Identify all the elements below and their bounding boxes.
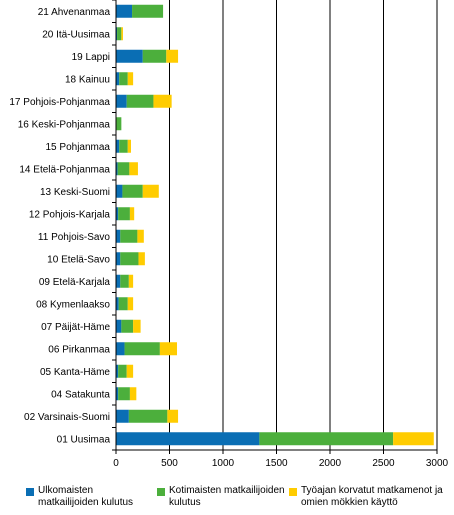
category-label: 02 Varsinais-Suomi [24, 412, 110, 423]
category-label: 07 Päijät-Häme [41, 322, 110, 333]
x-tick-label: 2500 [372, 458, 395, 469]
category-label: 05 Kanta-Häme [40, 367, 110, 378]
bar-14-series-1 [116, 297, 119, 311]
legend-swatch-work-cottage [289, 488, 297, 496]
bar-13-series-2 [120, 274, 129, 288]
bar-3-series-1 [116, 49, 143, 63]
bar-8-series-1 [116, 162, 118, 176]
bar-18-series-2 [118, 387, 130, 401]
bar-18-series-1 [116, 387, 119, 401]
category-label: 20 Itä-Uusimaa [42, 29, 110, 40]
category-label: 04 Satakunta [51, 389, 110, 400]
bar-10-series-3 [129, 207, 135, 221]
bar-14-series-3 [127, 297, 134, 311]
legend-label-work-cottage: Työajan korvatut matkamenot ja omien mök… [301, 485, 443, 508]
bar-7-series-3 [127, 139, 131, 153]
bar-4-series-2 [119, 72, 128, 86]
bar-3-series-2 [142, 49, 167, 63]
category-label: 14 Etelä-Pohjanmaa [19, 164, 110, 175]
category-label: 10 Etelä-Savo [47, 254, 110, 265]
legend-item-foreign: Ulkomaisten matkailijoiden kulutus [26, 485, 151, 509]
bar-19-series-3 [167, 409, 179, 423]
x-tick-label: 1000 [212, 458, 235, 469]
x-tick-label: 3000 [426, 458, 449, 469]
legend-label-foreign: Ulkomaisten matkailijoiden kulutus [38, 485, 134, 508]
bar-20-series-2 [259, 432, 394, 446]
bar-5-series-3 [153, 94, 172, 108]
category-label: 12 Pohjois-Karjala [29, 209, 111, 220]
legend-label-domestic: Kotimaisten matkailijoiden kulutus [169, 485, 285, 508]
bar-14-series-2 [118, 297, 128, 311]
legend-item-domestic: Kotimaisten matkailijoiden kulutus [157, 485, 287, 509]
bar-20-series-3 [393, 432, 434, 446]
bar-19-series-1 [116, 409, 129, 423]
bar-9-series-2 [122, 184, 143, 198]
bar-2-series-2 [117, 27, 122, 41]
bar-15-series-3 [133, 319, 141, 333]
bar-11-series-3 [137, 229, 144, 243]
bar-1-series-2 [132, 4, 164, 18]
category-label: 06 Pirkanmaa [48, 344, 110, 355]
bar-16-series-3 [159, 342, 177, 356]
x-tick-label: 0 [113, 458, 119, 469]
bar-9-series-1 [116, 184, 123, 198]
bar-18-series-3 [129, 387, 137, 401]
bar-9-series-3 [142, 184, 159, 198]
bar-12-series-1 [116, 252, 121, 266]
bar-15-series-1 [116, 319, 122, 333]
bar-2-series-1 [116, 27, 118, 41]
bar-17-series-3 [126, 364, 134, 378]
bar-8-series-3 [129, 162, 138, 176]
bar-6-series-2 [116, 117, 122, 131]
bar-5-series-1 [116, 94, 127, 108]
bar-13-series-1 [116, 274, 121, 288]
category-label: 21 Ahvenanmaa [38, 7, 111, 18]
bar-19-series-2 [128, 409, 168, 423]
bar-3-series-3 [166, 49, 179, 63]
category-label: 01 Uusimaa [57, 434, 111, 445]
bar-4-series-1 [116, 72, 120, 86]
x-tick-label: 1500 [265, 458, 288, 469]
bar-13-series-3 [128, 274, 134, 288]
bar-1-series-1 [116, 4, 133, 18]
category-label: 18 Kainuu [65, 74, 110, 85]
bar-2-series-3 [121, 27, 123, 41]
bar-7-series-2 [119, 139, 128, 153]
legend: Ulkomaisten matkailijoiden kulutus Kotim… [0, 485, 454, 515]
bar-20-series-1 [116, 432, 260, 446]
category-label: 16 Keski-Pohjanmaa [18, 119, 111, 130]
legend-swatch-foreign [26, 488, 34, 496]
legend-item-work-cottage: Työajan korvatut matkamenot ja omien mök… [289, 485, 454, 509]
category-label: 13 Keski-Suomi [40, 187, 110, 198]
category-label: 15 Pohjanmaa [46, 142, 111, 153]
bar-7-series-1 [116, 139, 120, 153]
bar-11-series-1 [116, 229, 121, 243]
bar-10-series-2 [118, 207, 130, 221]
x-tick-label: 500 [161, 458, 178, 469]
bar-17-series-1 [116, 364, 119, 378]
bar-10-series-1 [116, 207, 119, 221]
bar-8-series-2 [117, 162, 130, 176]
category-label: 09 Etelä-Karjala [39, 277, 111, 288]
bar-12-series-2 [120, 252, 139, 266]
bar-16-series-1 [116, 342, 125, 356]
bar-11-series-2 [120, 229, 138, 243]
bar-16-series-2 [124, 342, 160, 356]
x-tick-label: 2000 [319, 458, 342, 469]
legend-swatch-domestic [157, 488, 165, 496]
bar-5-series-2 [126, 94, 154, 108]
category-label: 08 Kymenlaakso [36, 299, 110, 310]
bar-17-series-2 [118, 364, 127, 378]
bar-15-series-2 [121, 319, 134, 333]
category-label: 17 Pohjois-Pohjanmaa [9, 97, 110, 108]
category-label: 19 Lappi [72, 52, 110, 63]
category-label: 11 Pohjois-Savo [38, 232, 111, 243]
bar-12-series-3 [138, 252, 145, 266]
bar-4-series-3 [127, 72, 134, 86]
